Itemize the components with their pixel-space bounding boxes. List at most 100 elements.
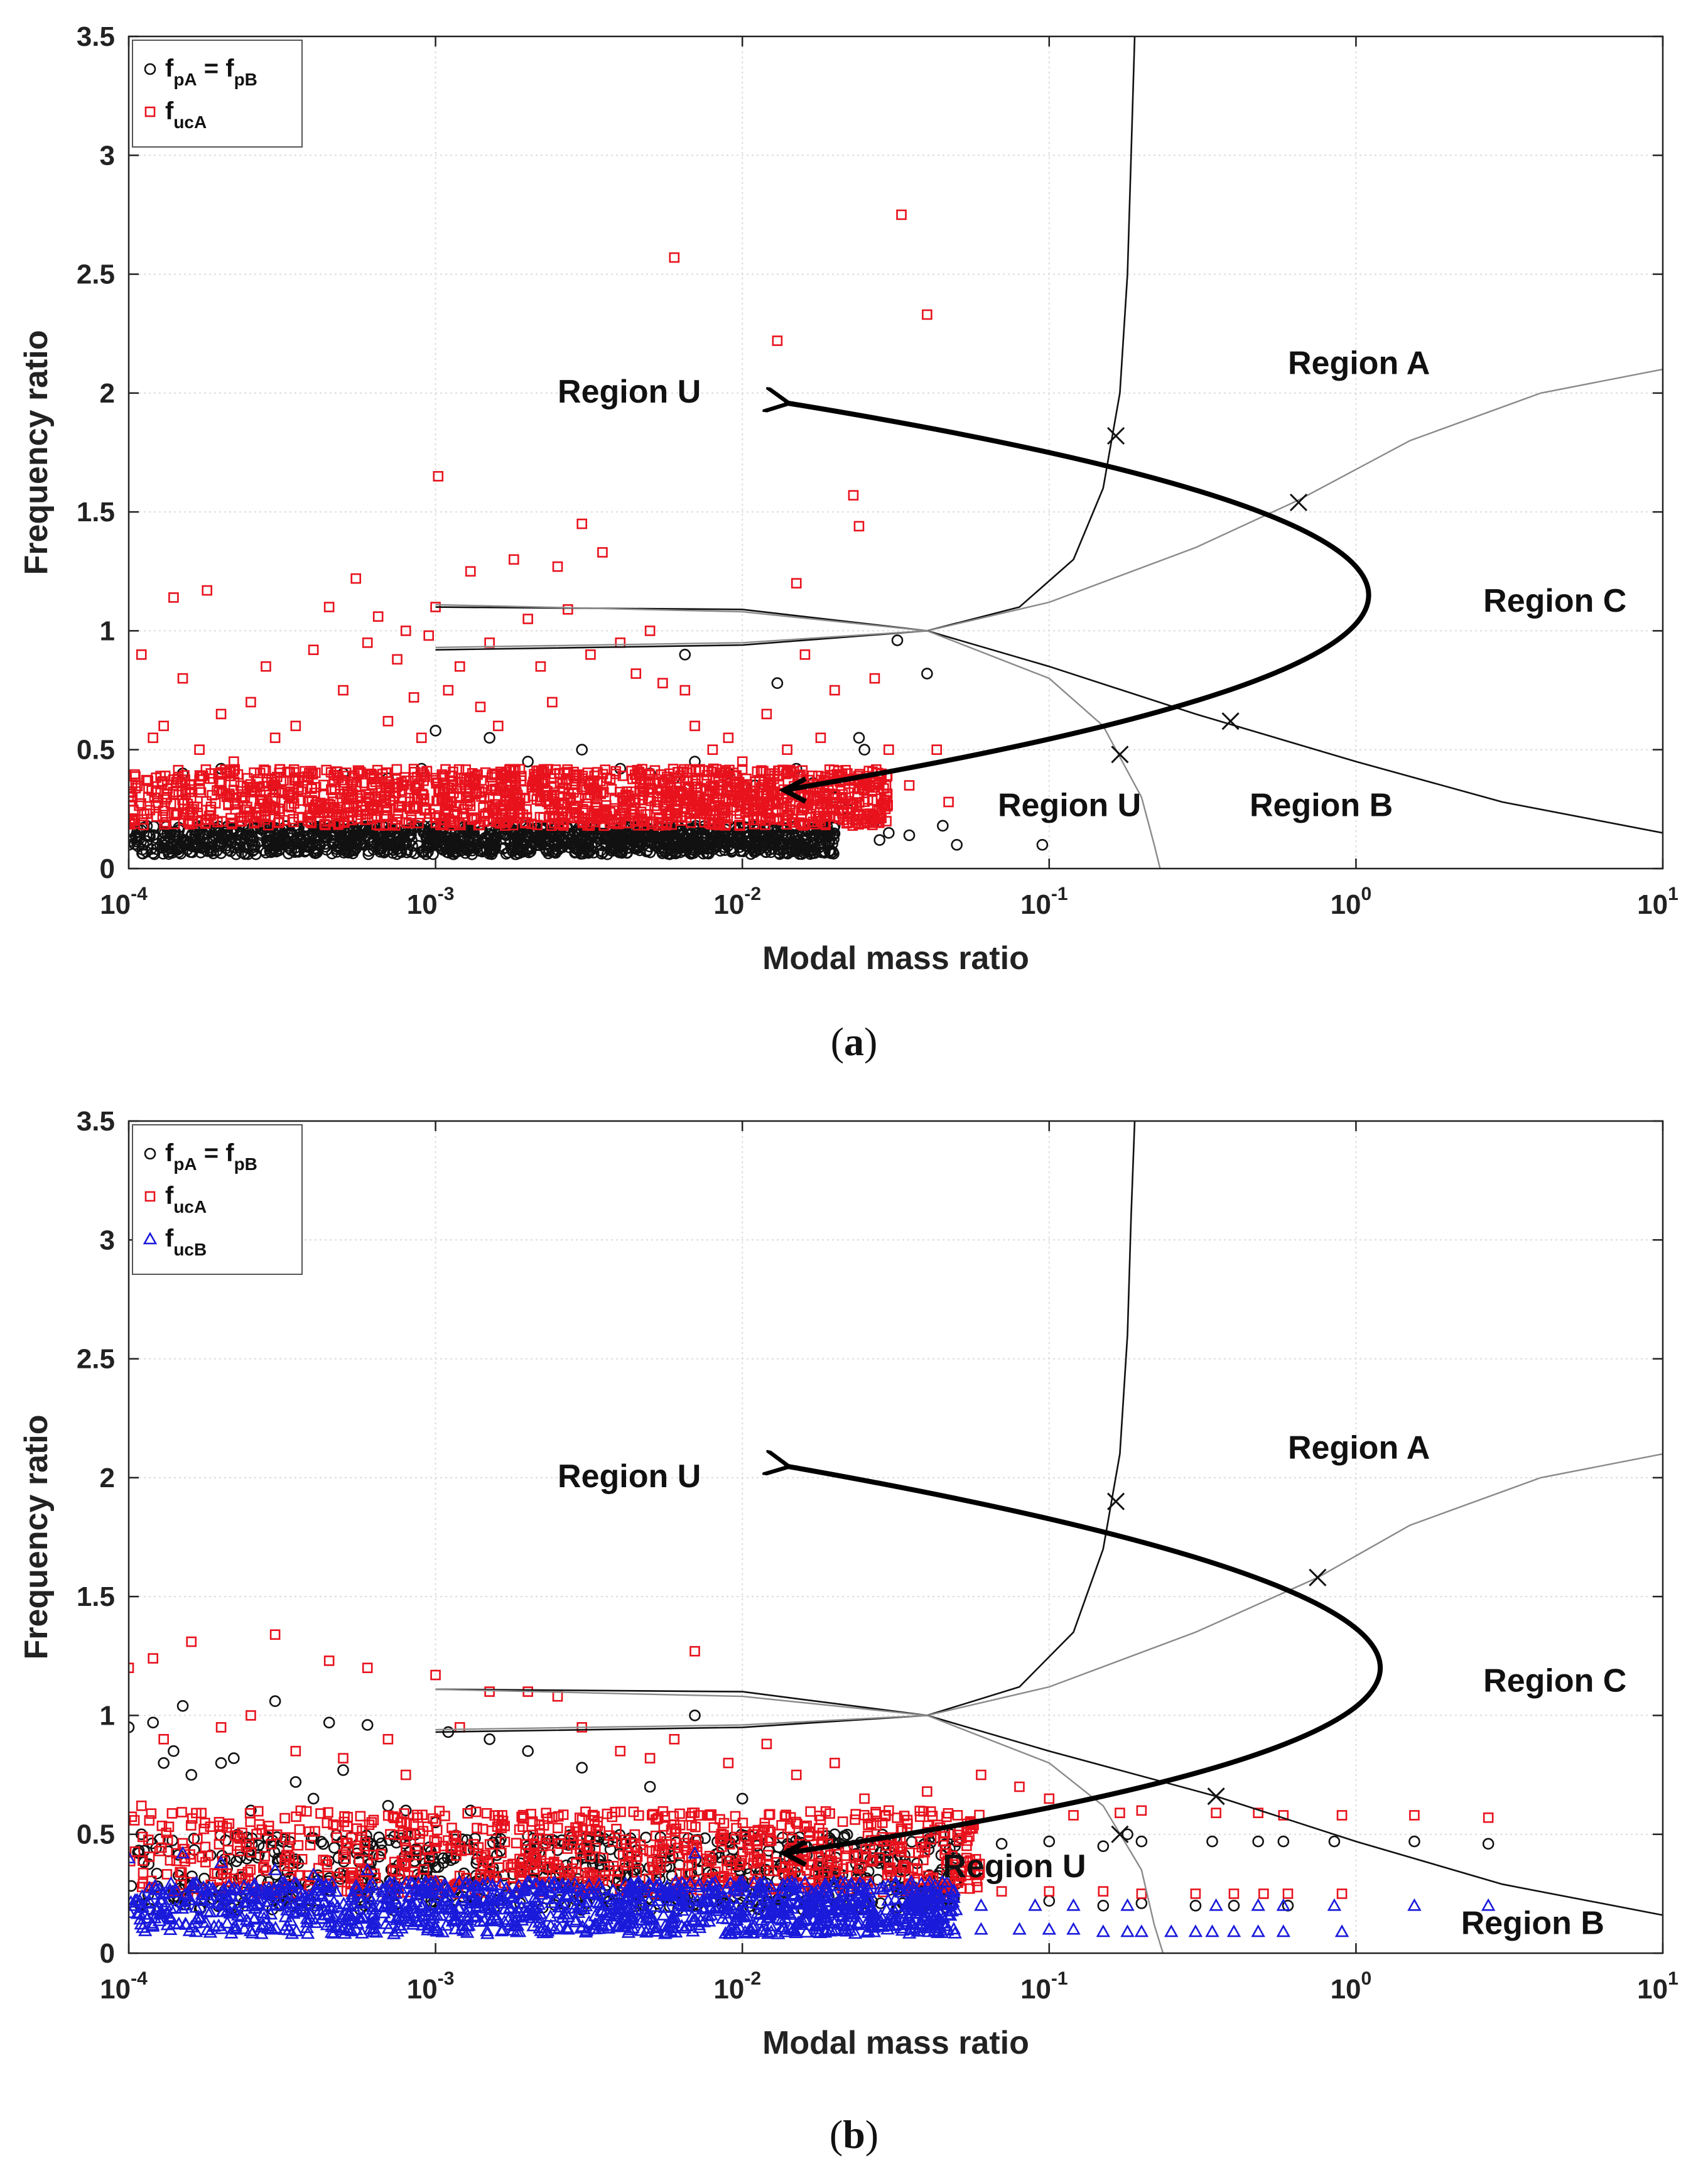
data-point	[136, 649, 147, 660]
data-point	[317, 1838, 330, 1850]
data-point	[1328, 1835, 1341, 1848]
data-point	[644, 1753, 656, 1764]
data-point	[995, 1838, 1008, 1850]
data-point	[544, 810, 555, 821]
data-point	[961, 1853, 972, 1863]
data-point	[129, 1811, 138, 1823]
data-point	[868, 1854, 878, 1865]
data-point	[444, 827, 457, 840]
data-point	[129, 779, 138, 791]
data-point	[156, 1842, 167, 1853]
data-point	[366, 1817, 377, 1828]
data-point	[234, 1845, 246, 1856]
data-point	[514, 1824, 525, 1835]
data-point	[689, 720, 700, 732]
legend-marker-square	[144, 106, 156, 117]
data-point	[252, 1806, 264, 1817]
data-point	[497, 1810, 507, 1821]
data-point	[892, 1813, 902, 1823]
data-point	[401, 1845, 412, 1855]
data-point	[666, 781, 676, 792]
data-point	[209, 1868, 220, 1878]
data-point	[400, 1769, 411, 1780]
data-point	[486, 1825, 497, 1836]
data-point	[377, 769, 388, 779]
data-point	[693, 837, 705, 850]
data-point	[866, 1818, 877, 1829]
data-point	[831, 1857, 843, 1868]
data-point	[175, 1867, 185, 1878]
data-point	[674, 1868, 686, 1879]
data-point	[284, 767, 295, 778]
data-point	[626, 1850, 637, 1861]
data-point	[789, 842, 801, 854]
data-point	[824, 1856, 835, 1867]
data-point	[527, 1816, 538, 1827]
data-point	[544, 1861, 556, 1872]
data-point	[338, 1753, 349, 1764]
data-point	[853, 732, 865, 744]
data-point	[215, 1722, 227, 1733]
data-point	[414, 1833, 425, 1845]
data-point	[269, 1695, 281, 1708]
data-point	[366, 779, 377, 790]
data-point	[1044, 1793, 1055, 1804]
data-point	[750, 1865, 761, 1876]
data-point	[288, 1861, 298, 1872]
data-point	[965, 1855, 976, 1866]
data-point	[1228, 1899, 1240, 1912]
data-point	[762, 1850, 774, 1861]
data-point	[390, 1866, 401, 1877]
data-point	[941, 1844, 951, 1855]
data-point	[922, 309, 932, 320]
data-point	[228, 841, 241, 853]
data-point	[472, 1823, 482, 1834]
data-point	[242, 848, 254, 860]
data-point	[602, 811, 612, 821]
data-point	[463, 832, 475, 843]
data-point	[943, 796, 954, 808]
data-point	[144, 1815, 155, 1826]
data-point	[237, 815, 247, 826]
data-point	[1258, 1889, 1269, 1899]
data-point	[612, 1875, 623, 1886]
data-point	[877, 1818, 888, 1828]
data-point	[648, 832, 660, 844]
data-point	[173, 764, 184, 776]
data-point	[244, 1839, 255, 1850]
data-point	[255, 789, 266, 800]
data-point	[144, 1851, 155, 1862]
data-point	[162, 1834, 173, 1845]
data-point	[1253, 1807, 1263, 1818]
data-point	[720, 805, 731, 816]
data-point	[914, 1811, 926, 1822]
data-point	[931, 744, 943, 756]
data-point	[750, 1905, 765, 1919]
data-point	[778, 1868, 789, 1880]
data-point	[948, 1856, 958, 1867]
data-point	[828, 1828, 841, 1841]
data-point	[576, 744, 588, 756]
data-point	[273, 817, 284, 828]
data-point	[489, 769, 500, 781]
data-point	[733, 831, 745, 843]
data-point	[179, 770, 190, 781]
data-point	[760, 820, 770, 830]
data-point	[651, 840, 662, 852]
x-tick-label: 10-4	[100, 884, 148, 920]
data-point	[914, 1806, 926, 1816]
data-point	[360, 815, 371, 825]
data-point	[885, 1862, 896, 1873]
data-point	[151, 811, 162, 822]
data-point	[659, 845, 671, 857]
data-point	[230, 1855, 242, 1867]
data-point	[577, 771, 588, 781]
data-point	[387, 1865, 398, 1876]
data-point	[644, 1780, 656, 1793]
data-point	[884, 744, 894, 756]
data-point	[534, 1819, 545, 1830]
data-point	[589, 770, 600, 781]
data-point	[746, 791, 757, 802]
data-point	[555, 1838, 566, 1850]
